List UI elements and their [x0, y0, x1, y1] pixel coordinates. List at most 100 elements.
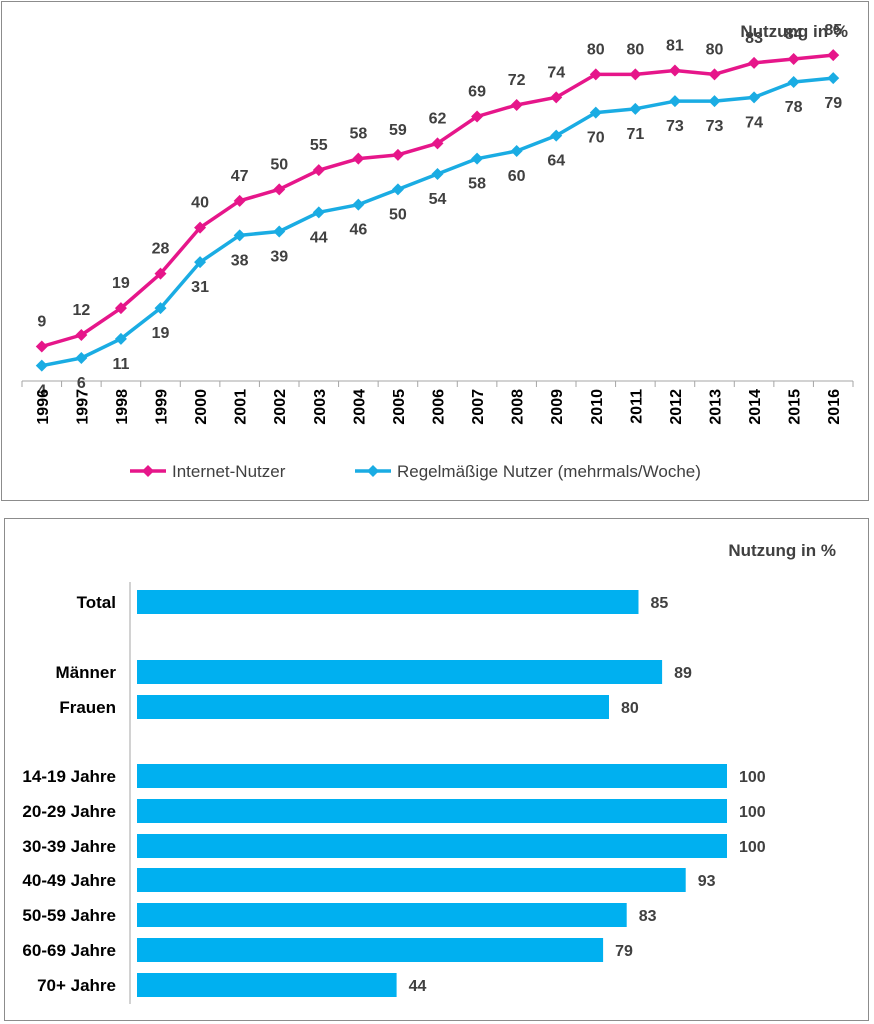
line-point-marker: [589, 68, 602, 81]
line-chart-x-tick-label: 2012: [668, 389, 685, 425]
line-chart-x-tick-label: 2011: [628, 389, 645, 424]
bar-category-label: 20-29 Jahre: [22, 802, 116, 821]
bar-mark: [137, 834, 727, 858]
line-point-marker: [273, 225, 286, 238]
line-data-label: 19: [152, 325, 170, 342]
line-point-marker: [273, 183, 286, 196]
line-chart-x-tick-label: 2014: [747, 389, 764, 425]
line-point-marker: [708, 95, 721, 108]
bar-category-label: 60-69 Jahre: [22, 941, 116, 960]
line-chart-x-tick-label: 2010: [589, 389, 606, 425]
legend-marker-swatch: [367, 465, 379, 477]
line-data-label: 38: [231, 252, 249, 269]
line-chart: Nutzung in % 9 12 19 28 40 47 50 55 58 59 62 69 72 74…: [21, 22, 854, 481]
line-data-label: 78: [785, 99, 803, 116]
bar-value-label: 44: [409, 978, 427, 995]
legend-entry-label: Internet-Nutzer: [172, 462, 286, 481]
line-data-label: 6: [77, 375, 86, 392]
line-data-label: 55: [310, 137, 328, 154]
line-point-marker: [154, 302, 167, 315]
bar-category-label: 40-49 Jahre: [22, 871, 116, 890]
line-data-label: 80: [626, 41, 644, 58]
line-chart-x-tick-label: 1999: [154, 389, 171, 425]
line-chart-x-tick-label: 2013: [708, 389, 725, 425]
line-point-marker: [75, 352, 88, 364]
line-point-marker: [233, 194, 246, 207]
line-chart-x-tick-label: 2004: [351, 389, 368, 425]
line-point-marker: [510, 99, 523, 111]
line-data-label: 70: [587, 130, 605, 147]
line-point-marker: [35, 340, 48, 353]
line-point-marker: [550, 91, 563, 104]
line-point-marker: [748, 91, 761, 104]
line-data-label: 83: [745, 30, 763, 47]
line-data-label: 28: [152, 241, 170, 258]
line-chart-x-tick-label: 1996: [35, 389, 52, 425]
line-data-label: 74: [547, 64, 565, 81]
line-point-marker: [510, 145, 523, 157]
line-point-marker: [748, 56, 761, 69]
bar-mark: [137, 590, 639, 614]
line-chart-x-tick-label: 2009: [549, 389, 566, 425]
line-chart-x-tick-label: 2003: [312, 389, 329, 425]
line-data-label: 11: [112, 356, 129, 373]
line-data-label: 81: [666, 38, 684, 55]
line-data-label: 40: [191, 195, 209, 212]
line-chart-x-tick-label: 2005: [391, 389, 408, 425]
line-chart-x-tick-label: 2015: [787, 389, 804, 425]
line-data-label: 31: [191, 279, 209, 296]
bar-value-label: 100: [739, 769, 766, 786]
line-point-marker: [233, 229, 246, 242]
bar-value-label: 100: [739, 804, 766, 821]
line-chart-x-tick-label: 2006: [431, 389, 448, 425]
line-chart-x-tick-label: 1997: [74, 389, 91, 425]
line-chart-x-tick-label: 2016: [826, 389, 843, 425]
line-point-marker: [114, 302, 127, 315]
line-data-label: 74: [745, 114, 763, 131]
line-point-marker: [589, 106, 602, 119]
line-data-label: 69: [468, 84, 486, 101]
line-chart-x-tick-label: 2000: [193, 389, 210, 425]
line-point-marker: [827, 72, 840, 85]
line-point-marker: [471, 152, 484, 165]
bar-value-label: 79: [615, 943, 633, 960]
line-point-marker: [194, 221, 207, 234]
bar-value-label: 100: [739, 839, 766, 856]
line-data-label: 58: [468, 176, 486, 193]
line-point-marker: [312, 164, 325, 177]
line-data-label: 79: [824, 95, 842, 112]
bar-value-label: 83: [639, 908, 657, 925]
line-data-label: 80: [706, 41, 724, 58]
line-data-label: 58: [349, 126, 367, 143]
line-data-label: 39: [270, 249, 288, 266]
bar-value-label: 89: [674, 665, 692, 682]
line-point-marker: [35, 359, 48, 372]
line-point-marker: [787, 76, 800, 88]
line-data-label: 12: [72, 302, 90, 319]
bar-category-label: Männer: [56, 663, 117, 682]
line-data-label: 19: [112, 275, 130, 292]
line-data-label: 50: [270, 156, 288, 173]
bar-mark: [137, 764, 727, 788]
line-data-label: 62: [429, 110, 447, 127]
line-data-label: 46: [349, 222, 367, 239]
line-point-marker: [787, 53, 800, 65]
bar-mark: [137, 868, 686, 892]
line-point-marker: [431, 137, 444, 150]
line-data-label: 47: [231, 168, 249, 185]
bar-mark: [137, 903, 627, 927]
line-point-marker: [629, 102, 642, 115]
bar-chart-unit-label: Nutzung in %: [728, 541, 836, 560]
line-chart-x-tick-label: 2002: [272, 389, 289, 425]
line-data-label: 71: [626, 126, 644, 143]
legend-marker-swatch: [142, 465, 154, 477]
line-data-label: 54: [429, 191, 447, 208]
line-point-marker: [471, 110, 484, 123]
line-data-label: 73: [666, 118, 684, 135]
bar-value-label: 80: [621, 700, 639, 717]
bar-value-label: 93: [698, 873, 716, 890]
line-data-label: 85: [824, 22, 842, 39]
line-chart-unit-label: Nutzung in %: [740, 22, 848, 41]
line-point-marker: [708, 68, 721, 81]
line-point-marker: [431, 168, 444, 180]
